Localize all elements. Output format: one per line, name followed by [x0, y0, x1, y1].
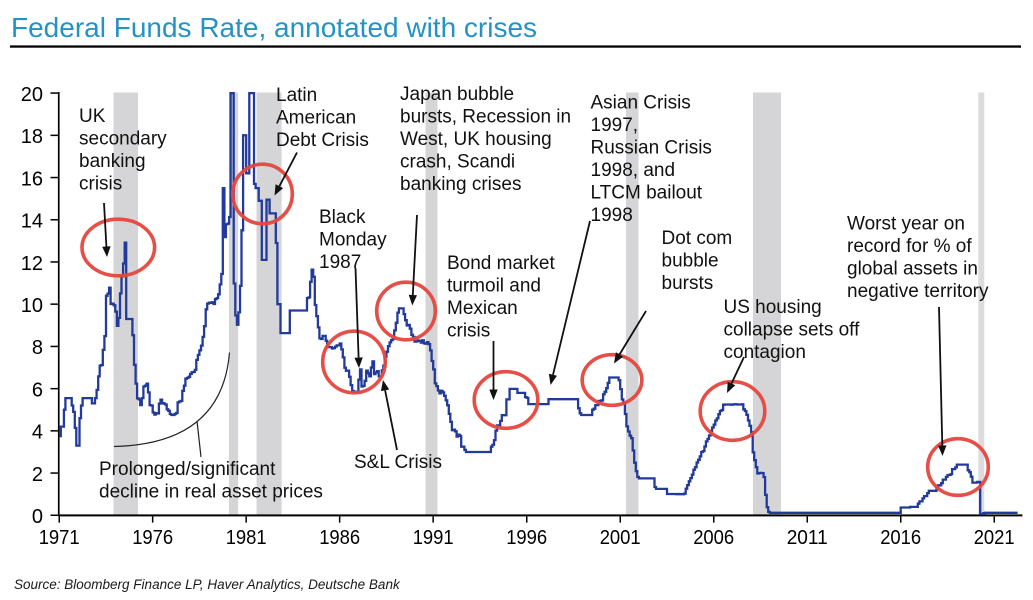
- svg-text:Prolonged/significant: Prolonged/significant: [99, 459, 276, 480]
- svg-text:UK: UK: [79, 106, 106, 127]
- svg-text:record for % of: record for % of: [847, 236, 972, 257]
- svg-text:contagion: contagion: [724, 342, 806, 363]
- svg-text:collapse sets off: collapse sets off: [724, 320, 861, 341]
- svg-text:crisis: crisis: [447, 321, 490, 342]
- svg-text:1987: 1987: [319, 252, 361, 273]
- svg-text:1986: 1986: [319, 527, 360, 549]
- svg-text:Bond market: Bond market: [447, 253, 555, 274]
- svg-text:Russian Crisis: Russian Crisis: [591, 138, 712, 159]
- svg-text:18: 18: [21, 126, 43, 148]
- svg-text:6: 6: [32, 379, 43, 401]
- svg-text:bursts, Recession in: bursts, Recession in: [400, 107, 571, 128]
- svg-text:2: 2: [32, 464, 43, 486]
- svg-text:14: 14: [21, 211, 43, 233]
- svg-text:crash, Scandi: crash, Scandi: [400, 152, 515, 173]
- svg-text:crisis: crisis: [79, 174, 122, 195]
- svg-text:2001: 2001: [600, 527, 641, 549]
- svg-text:1998: 1998: [591, 205, 633, 226]
- svg-text:bursts: bursts: [662, 273, 714, 294]
- svg-text:4: 4: [32, 422, 43, 444]
- svg-text:Debt Crisis: Debt Crisis: [276, 130, 369, 151]
- svg-text:12: 12: [21, 253, 43, 275]
- svg-text:turmoil and: turmoil and: [447, 276, 541, 297]
- svg-text:banking: banking: [79, 151, 146, 172]
- svg-text:secondary: secondary: [79, 129, 167, 150]
- svg-text:Black: Black: [319, 207, 366, 228]
- svg-text:decline in real asset prices: decline in real asset prices: [99, 482, 323, 503]
- svg-text:1996: 1996: [506, 527, 547, 549]
- svg-text:banking crises: banking crises: [400, 174, 521, 195]
- svg-text:Japan bubble: Japan bubble: [400, 84, 514, 105]
- svg-text:1981: 1981: [226, 527, 267, 549]
- svg-text:S&L Crisis: S&L Crisis: [354, 452, 442, 473]
- svg-text:8: 8: [32, 337, 43, 359]
- svg-text:0: 0: [32, 506, 43, 528]
- svg-text:Source: Bloomberg Finance LP,: Source: Bloomberg Finance LP, Haver Anal…: [14, 577, 401, 592]
- svg-text:1971: 1971: [39, 527, 80, 549]
- svg-text:Dot com: Dot com: [662, 228, 733, 249]
- svg-text:1997,: 1997,: [591, 115, 639, 136]
- svg-text:global assets in: global assets in: [847, 259, 978, 280]
- svg-text:bubble: bubble: [662, 251, 719, 272]
- svg-text:Asian Crisis: Asian Crisis: [591, 93, 691, 114]
- svg-text:2011: 2011: [787, 527, 828, 549]
- svg-text:16: 16: [21, 168, 43, 190]
- svg-text:1998, and: 1998, and: [591, 160, 676, 181]
- svg-text:2021: 2021: [974, 527, 1015, 549]
- svg-text:Worst year on: Worst year on: [847, 214, 965, 235]
- svg-text:Latin: Latin: [276, 85, 317, 106]
- svg-text:2016: 2016: [880, 527, 921, 549]
- svg-text:1991: 1991: [413, 527, 454, 549]
- svg-text:20: 20: [21, 84, 43, 106]
- svg-text:Monday: Monday: [319, 230, 387, 251]
- svg-text:American: American: [276, 108, 356, 129]
- svg-text:West, UK housing: West, UK housing: [400, 129, 552, 150]
- svg-text:2006: 2006: [693, 527, 734, 549]
- svg-text:LTCM bailout: LTCM bailout: [591, 183, 703, 204]
- svg-text:US housing: US housing: [724, 297, 822, 318]
- svg-text:negative territory: negative territory: [847, 281, 989, 302]
- svg-text:Mexican: Mexican: [447, 298, 518, 319]
- svg-text:10: 10: [21, 295, 43, 317]
- svg-text:1976: 1976: [132, 527, 173, 549]
- svg-text:Federal Funds Rate, annotated: Federal Funds Rate, annotated with crise…: [11, 12, 537, 43]
